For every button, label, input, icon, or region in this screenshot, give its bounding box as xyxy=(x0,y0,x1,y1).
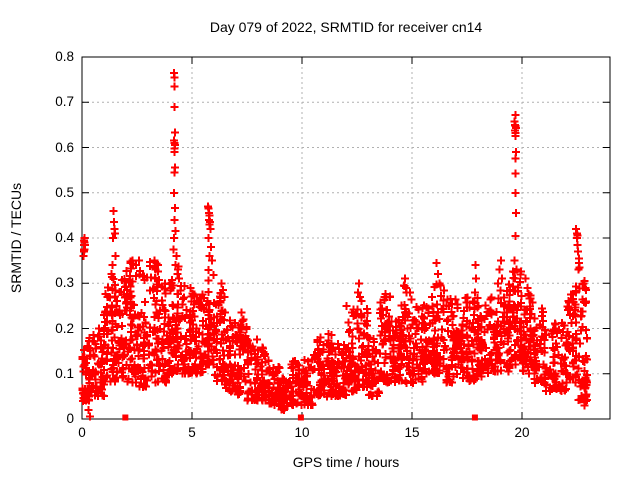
y-tick-label: 0.5 xyxy=(55,184,74,200)
y-tick-label: 0.8 xyxy=(55,49,74,64)
x-tick-label: 10 xyxy=(294,425,310,440)
y-tick-label: 0.6 xyxy=(55,139,74,155)
y-tick-label: 0.3 xyxy=(55,275,74,291)
y-tick-label: 0.1 xyxy=(55,365,74,381)
x-tick-label: 5 xyxy=(188,425,196,440)
x-tick-label: 20 xyxy=(514,425,530,440)
baseline-square xyxy=(122,414,129,421)
baseline-square xyxy=(471,414,478,421)
y-tick-label: 0 xyxy=(66,411,74,426)
baseline-square xyxy=(297,414,304,421)
x-tick-label: 15 xyxy=(404,425,420,440)
chart-title: Day 079 of 2022, SRMTID for receiver cn1… xyxy=(209,19,483,35)
y-tick-label: 0.4 xyxy=(55,230,74,245)
baseline-square-markers xyxy=(122,414,478,421)
x-axis-label: GPS time / hours xyxy=(292,454,400,470)
x-tick-label: 0 xyxy=(78,425,86,440)
y-tick-label: 0.2 xyxy=(55,320,74,336)
y-tick-label: 0.7 xyxy=(55,94,74,110)
data-points xyxy=(78,69,591,421)
